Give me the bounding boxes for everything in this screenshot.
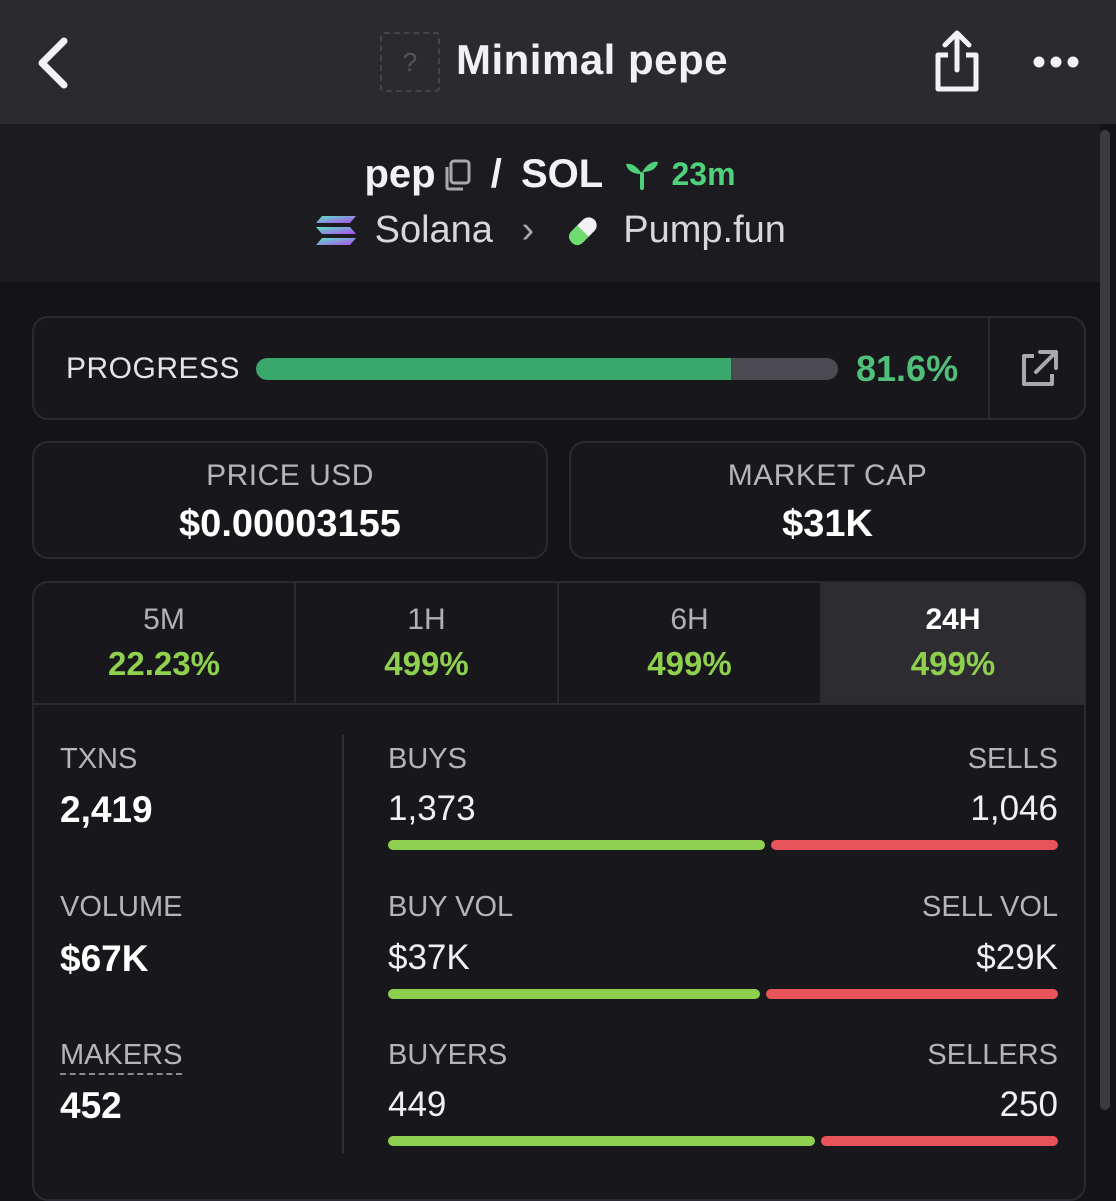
- pill-icon: [568, 217, 597, 246]
- sell-vol-value: $29K: [976, 938, 1058, 977]
- scrollbar[interactable]: [1100, 130, 1110, 1110]
- chevron-left-icon: [38, 37, 68, 89]
- back-button[interactable]: [28, 30, 78, 96]
- dex-name[interactable]: Pump.fun: [623, 209, 786, 252]
- pair-info-bar: [0, 124, 1100, 282]
- progress-label: PROGRESS: [66, 352, 241, 385]
- pair-age: 23m: [671, 155, 736, 192]
- sellers-value: 250: [999, 1085, 1058, 1124]
- progress-fill: [256, 358, 731, 380]
- price-label: PRICE USD: [206, 459, 374, 492]
- sell-vol-label: SELL VOL: [922, 891, 1058, 923]
- sell-share: [770, 840, 1058, 850]
- buy-share: [388, 840, 765, 850]
- tab-5m[interactable]: 5M 22.23%: [34, 583, 296, 703]
- top-bar: ? Minimal pepe: [0, 0, 1116, 124]
- price-card: PRICE USD $0.00003155: [32, 441, 548, 559]
- breadcrumb-chevron: ›: [521, 209, 535, 252]
- solana-icon: [316, 215, 357, 245]
- progress-value: 81.6%: [856, 348, 959, 389]
- volume-label: VOLUME: [60, 891, 183, 923]
- sellers-label: SELLERS: [927, 1039, 1058, 1071]
- tab-1h[interactable]: 1H 499%: [296, 583, 559, 703]
- tab-6h[interactable]: 6H 499%: [559, 583, 822, 703]
- txns-label: TXNS: [60, 743, 138, 775]
- progress-bar: [256, 358, 838, 380]
- buy-vol-label: BUY VOL: [388, 891, 514, 923]
- timeframe-stats-card: 5M 22.23% 1H 499% 6H 499% 24H 499% TXNS …: [32, 581, 1086, 1201]
- volume-ratio-bar: [388, 989, 1058, 999]
- buyers-value: 449: [388, 1085, 447, 1124]
- pair-line: pep / SOL 23m: [0, 150, 1100, 197]
- token-thumbnail: ?: [380, 32, 440, 92]
- makers-label[interactable]: MAKERS: [60, 1039, 183, 1075]
- volume-value: $67K: [60, 938, 149, 979]
- chain-name[interactable]: Solana: [374, 209, 493, 252]
- makers-ratio-bar: [388, 1136, 1058, 1146]
- tab-change: 499%: [647, 645, 732, 682]
- timeframe-tabs: 5M 22.23% 1H 499% 6H 499% 24H 499%: [34, 583, 1084, 705]
- tab-label: 6H: [670, 603, 709, 636]
- stats-divider: [342, 735, 344, 1153]
- sells-value: 1,046: [970, 789, 1058, 828]
- sells-label: SELLS: [967, 743, 1058, 775]
- share-icon: [935, 30, 979, 92]
- tab-label: 1H: [407, 603, 446, 636]
- base-symbol: pep: [364, 151, 436, 196]
- external-link-icon: [1022, 350, 1058, 386]
- buys-label: BUYS: [388, 743, 467, 775]
- market-cap-card: MARKET CAP $31K: [569, 441, 1086, 559]
- tab-change: 499%: [384, 645, 469, 682]
- thumb-placeholder: ?: [402, 46, 418, 77]
- tab-label: 24H: [925, 603, 981, 636]
- page-title: Minimal pepe: [456, 36, 729, 83]
- more-dots-icon: [1033, 56, 1079, 68]
- tab-24h[interactable]: 24H 499%: [822, 583, 1084, 703]
- buys-sells-ratio-bar: [388, 840, 1058, 850]
- more-button[interactable]: [1028, 40, 1084, 84]
- buys-value: 1,373: [388, 789, 476, 828]
- market-cap-value: $31K: [782, 503, 873, 545]
- price-value: $0.00003155: [179, 503, 401, 545]
- seedling-icon: [626, 162, 659, 191]
- progress-divider: [988, 318, 990, 418]
- buy-vol-value: $37K: [388, 938, 470, 977]
- buy-share: [388, 1136, 815, 1146]
- copy-icon: [445, 159, 471, 191]
- open-external-button[interactable]: [1012, 344, 1064, 392]
- tab-change: 499%: [910, 645, 996, 682]
- market-cap-label: MARKET CAP: [727, 459, 928, 492]
- buyers-label: BUYERS: [388, 1039, 508, 1071]
- share-button[interactable]: [928, 28, 986, 96]
- buy-share: [388, 989, 761, 999]
- makers-value: 452: [60, 1085, 122, 1126]
- copy-button[interactable]: [442, 157, 472, 191]
- sell-share: [766, 989, 1058, 999]
- txns-value: 2,419: [60, 789, 153, 830]
- pair-separator: /: [490, 151, 502, 196]
- tab-change: 22.23%: [108, 645, 220, 682]
- tab-label: 5M: [143, 603, 185, 636]
- sell-share: [820, 1136, 1058, 1146]
- progress-card: PROGRESS 81.6%: [32, 316, 1086, 420]
- quote-symbol: SOL: [520, 151, 604, 196]
- chain-breadcrumb: Solana › Pump.fun: [0, 208, 1100, 252]
